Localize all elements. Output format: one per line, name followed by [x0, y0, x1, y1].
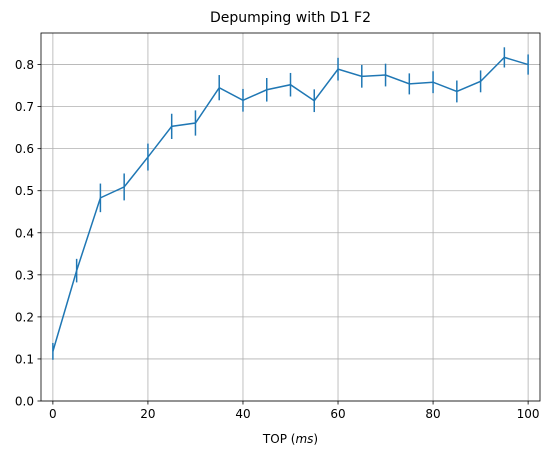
x-axis-label-text: TOP — [262, 432, 287, 446]
plot-frame — [40, 32, 541, 402]
chart-title: Depumping with D1 F2 — [210, 10, 371, 26]
y-tick-label: 0.1 — [15, 352, 34, 366]
x-axis-label: TOP (ms) — [262, 432, 318, 446]
x-axis-ticks: 0 20 40 60 80 100 — [49, 401, 540, 421]
y-axis-ticks: 0.0 0.1 0.2 0.3 0.4 0.5 0.6 0.7 0.8 — [15, 58, 41, 409]
x-tick-label: 0 — [49, 407, 57, 421]
error-bars — [52, 47, 529, 360]
x-axis-unit: ms — [295, 432, 313, 446]
y-tick-label: 0.6 — [15, 142, 34, 156]
y-tick-label: 0.3 — [15, 268, 34, 282]
y-tick-label: 0.8 — [15, 58, 34, 72]
y-tick-label: 0.7 — [15, 100, 34, 114]
y-tick-label: 0.2 — [15, 310, 34, 324]
y-tick-label: 0.5 — [15, 184, 34, 198]
series-line — [52, 56, 529, 352]
x-tick-label: 100 — [517, 407, 540, 421]
x-tick-label: 20 — [140, 407, 155, 421]
y-tick-label: 0.4 — [15, 226, 34, 240]
x-tick-label: 40 — [235, 407, 250, 421]
x-tick-label: 60 — [330, 407, 345, 421]
y-tick-label: 0.0 — [15, 395, 34, 409]
x-tick-label: 80 — [425, 407, 440, 421]
